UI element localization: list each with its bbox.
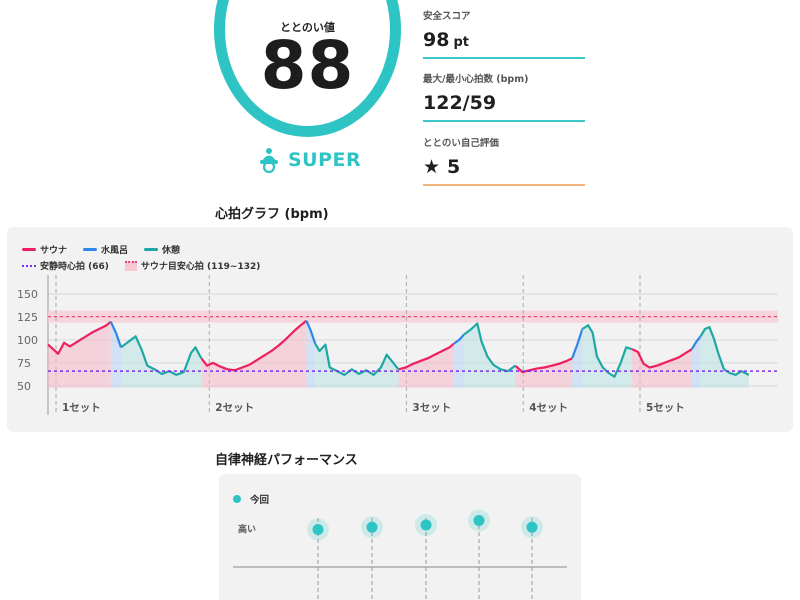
series-line [109,321,123,348]
series-line [47,320,112,355]
series-area [398,343,454,388]
y-tick-label: 100 [17,334,38,347]
series-area [700,327,749,388]
ans-high-label: 高い [238,525,257,535]
heart-graph-title: 心拍グラフ (bpm) [215,207,329,222]
series-area [691,336,701,388]
ans-legend: 今回 [233,492,269,506]
score-ring: ととのい値 88 [214,0,401,137]
ans-title: 自律神経パフォーマンス [215,453,358,468]
score-value: 88 [260,27,355,104]
series-line [631,348,693,369]
series-area [572,329,583,388]
legend-row-2: 安静時心拍 (66) サウナ目安心拍 (119~132) [22,259,276,272]
series-area [453,334,465,388]
set-label: 2セット [215,402,254,414]
heart-rate-range-value: 122/59 [423,92,497,114]
ans-card: 今回 高い [219,474,581,600]
legend-cold: 水風呂 [83,243,128,256]
y-tick-label: 75 [17,357,31,370]
series-line [120,335,203,376]
score-label: ととのい値 [280,21,335,34]
series-area [464,323,516,388]
self-evaluation: ととのい自己評価 ★ 5 [423,135,585,186]
series-line [453,333,465,345]
y-tick-label: 150 [17,288,38,301]
heart-rate-range: 最大/最小心拍数 (bpm) 122/59 [423,71,585,122]
series-area [201,320,307,388]
legend-sauna: サウナ [22,243,67,256]
safety-score-label: 安全スコア [423,11,471,22]
series-line [398,342,455,371]
series-line [571,328,584,359]
star-icon: ★ [423,156,441,178]
legend-resting: 安静時心拍 (66) [22,259,109,272]
rank-badge: SUPER [258,147,361,173]
self-evaluation-value: 5 [447,156,461,178]
target-band [48,310,778,323]
legend-dot-icon [233,495,241,503]
series-area [582,325,632,388]
self-evaluation-label: ととのい自己評価 [423,138,499,149]
series-line [699,326,750,376]
y-tick-label: 50 [17,380,31,393]
series-area [121,336,202,388]
heart-rate-chart: 150 125 100 75 50 1セット 2セット 3セット 4セット 5セット [17,275,778,415]
safety-score-unit: pt [453,35,469,50]
set-label: 5セット [646,402,685,414]
divider [423,57,585,59]
rank-label: SUPER [288,149,362,171]
series-line [200,319,308,372]
ans-point [526,521,538,533]
divider [423,184,585,186]
ans-point [420,519,432,531]
divider [423,120,585,122]
series-area [315,343,399,388]
series-area [110,321,121,388]
ans-chart [233,509,567,600]
ans-point [312,524,324,535]
set-label: 4セット [529,402,568,414]
set-label: 1セット [62,402,101,414]
series-line [690,335,702,350]
series-area [515,358,573,388]
series-line [305,320,317,345]
set-label: 3セット [412,402,451,414]
safety-score: 安全スコア 98 pt [423,8,585,59]
heart-graph-card: サウナ 水風呂 休憩 安静時心拍 (66) サウナ目安心拍 (119~132) … [7,227,793,432]
safety-score-value: 98 [423,29,450,51]
sauna-hat-icon [260,148,278,173]
legend-target: サウナ目安心拍 (119~132) [124,259,260,272]
legend-rest: 休憩 [144,243,180,256]
series-line [581,324,633,378]
ans-point [473,515,485,526]
series-area [48,321,111,388]
heart-rate-range-label: 最大/最小心拍数 (bpm) [423,74,529,85]
y-tick-label: 125 [17,311,38,324]
ans-point [366,521,378,533]
legend-row-1: サウナ 水風呂 休憩 [22,243,196,256]
